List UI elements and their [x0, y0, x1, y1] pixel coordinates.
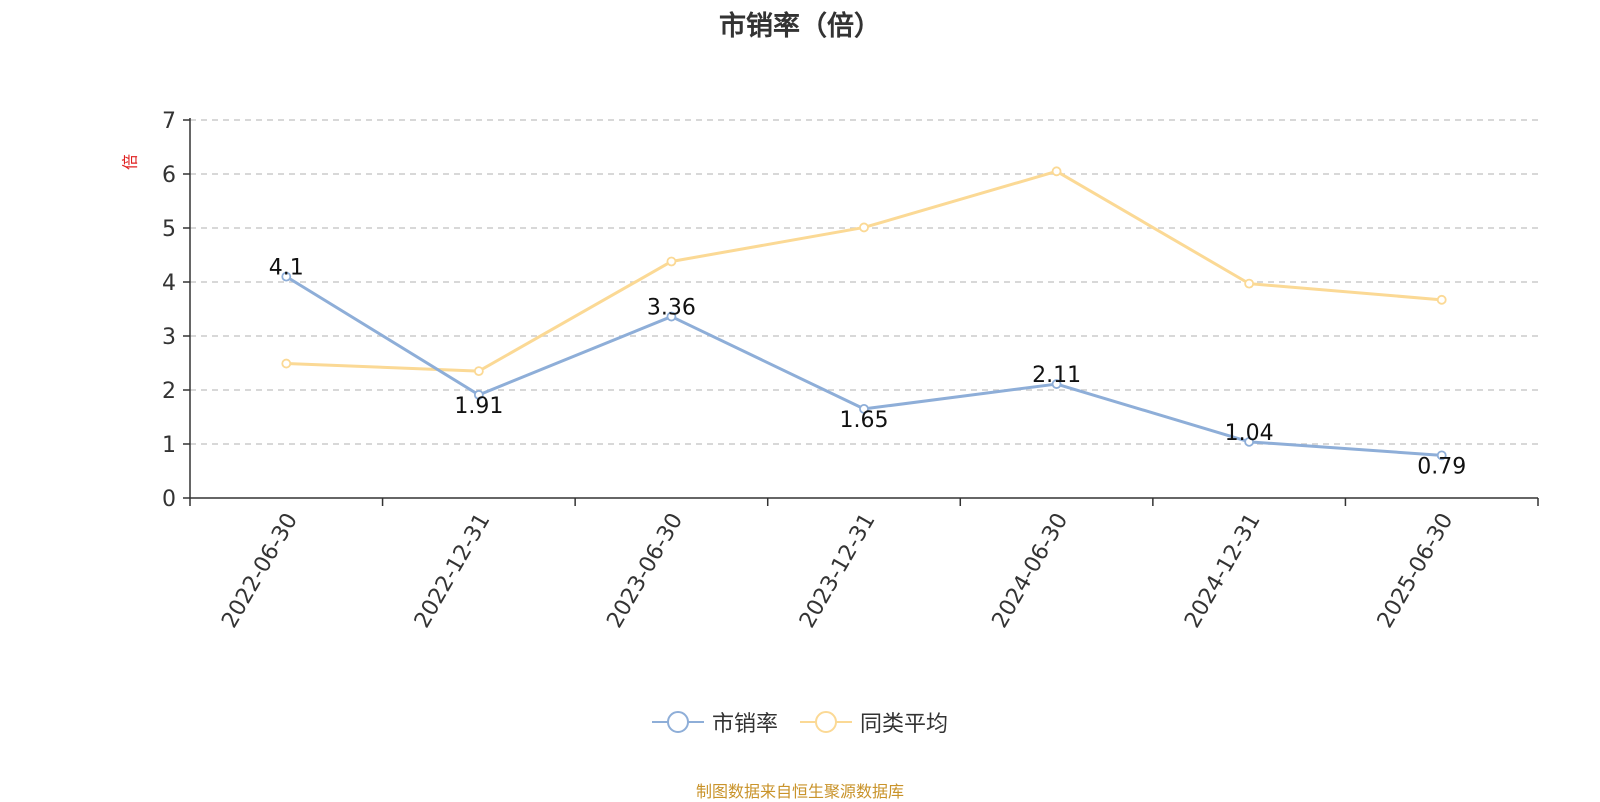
legend-marker-series-2 — [800, 711, 852, 733]
legend: 市销率 同类平均 — [0, 706, 1600, 738]
data-label: 2.11 — [1032, 363, 1081, 388]
data-labels: 4.1 1.91 3.36 1.65 2.11 1.04 0.79 — [269, 256, 1466, 480]
y-tick-label: 3 — [162, 325, 176, 350]
legend-marker-series-1 — [651, 711, 704, 733]
legend-item-series-1[interactable]: 市销率 — [651, 706, 778, 738]
data-point-series-2[interactable] — [666, 256, 677, 267]
chart-title: 市销率（倍） — [719, 11, 881, 42]
data-label: 0.79 — [1417, 454, 1466, 479]
data-point-series-1[interactable] — [281, 271, 292, 282]
y-tick-label: 6 — [162, 163, 176, 188]
y-axis-label: 倍 — [121, 154, 140, 170]
data-point-series-1[interactable] — [1051, 379, 1062, 389]
x-tick-label: 2025-06-30 — [1373, 509, 1459, 632]
x-tick-label: 2023-12-31 — [795, 509, 881, 632]
y-tick-label: 5 — [162, 217, 176, 242]
data-point-series-2[interactable] — [1051, 166, 1062, 177]
series-lines — [281, 166, 1447, 461]
y-tick-label: 4 — [162, 271, 176, 296]
data-label: 4.1 — [269, 256, 304, 281]
x-tick-label: 2024-06-30 — [988, 509, 1074, 632]
y-tick-label: 2 — [162, 379, 176, 404]
x-tick-label: 2022-12-31 — [410, 509, 496, 632]
legend-label-series-1: 市销率 — [711, 712, 778, 737]
data-point-series-2[interactable] — [281, 358, 292, 369]
data-point-series-2[interactable] — [859, 222, 869, 233]
legend-item-series-2[interactable]: 同类平均 — [800, 706, 948, 738]
data-point-series-1[interactable] — [1436, 450, 1447, 461]
data-point-series-2[interactable] — [1436, 294, 1447, 305]
data-point-series-1[interactable] — [859, 403, 869, 414]
y-tick-label: 7 — [162, 109, 176, 134]
x-tick-label: 2023-06-30 — [602, 509, 688, 632]
y-tick-label: 1 — [162, 433, 176, 458]
grid-lines — [190, 119, 1538, 445]
data-label: 1.91 — [454, 394, 503, 419]
legend-label-series-2: 同类平均 — [860, 712, 949, 737]
data-point-series-1[interactable] — [1244, 436, 1255, 447]
x-tick-label: 2022-06-30 — [217, 509, 303, 632]
axes: 0 1 2 3 4 5 6 7 2022-06-30 2022-12-31 2023-06-30 20… — [162, 109, 1539, 632]
data-point-series-1[interactable] — [666, 311, 677, 322]
source-note: 制图数据来自恒生聚源数据库 — [695, 782, 904, 801]
x-tick-label: 2024-12-31 — [1180, 509, 1266, 632]
data-label: 1.04 — [1225, 421, 1274, 446]
series-line-2 — [286, 169, 1442, 373]
data-point-series-2[interactable] — [473, 366, 484, 377]
data-point-series-1[interactable] — [473, 389, 484, 400]
data-label: 3.36 — [647, 296, 696, 321]
data-point-series-2[interactable] — [1244, 278, 1255, 289]
y-tick-label: 0 — [162, 487, 176, 512]
data-label: 1.65 — [840, 408, 889, 433]
